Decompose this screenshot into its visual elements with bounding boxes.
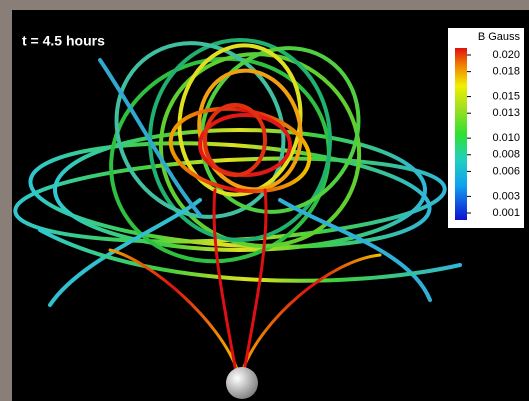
colorbar-tick-label: 0.013 xyxy=(492,107,520,119)
field-lines xyxy=(13,38,462,374)
render-area xyxy=(12,10,529,401)
colorbar-ramp xyxy=(455,48,467,220)
colorbar-tick-label: 0.003 xyxy=(492,190,520,202)
colorbar-tick-label: 0.008 xyxy=(492,149,520,161)
sphere xyxy=(226,367,258,399)
colorbar-tick-label: 0.020 xyxy=(492,49,520,61)
colorbar-tick-label: 0.001 xyxy=(492,207,520,219)
time-label: t = 4.5 hours xyxy=(22,33,105,49)
colorbar-tick-label: 0.018 xyxy=(492,66,520,78)
colorbar-title: B Gauss xyxy=(478,31,521,43)
colorbar-tick-label: 0.010 xyxy=(492,132,520,144)
colorbar-tick-label: 0.006 xyxy=(492,165,520,177)
colorbar-tick-label: 0.015 xyxy=(492,90,520,102)
colorbar: B Gauss 0.020 0.018 0.015 0.013 0.010 0.008 0.… xyxy=(448,28,524,228)
